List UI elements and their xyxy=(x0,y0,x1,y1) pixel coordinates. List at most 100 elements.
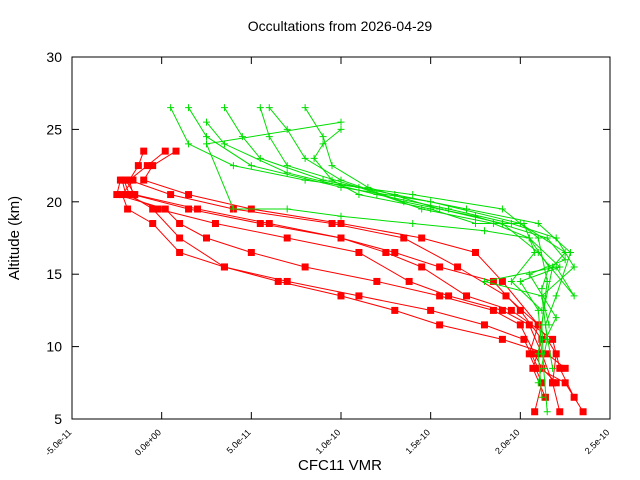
series-line xyxy=(170,107,548,412)
data-point xyxy=(203,118,210,126)
data-point xyxy=(124,205,132,213)
data-point xyxy=(149,220,157,228)
data-point xyxy=(498,335,506,343)
data-point xyxy=(538,335,546,343)
chart-title: Occultations from 2026-04-29 xyxy=(248,18,433,34)
series-line xyxy=(128,150,546,398)
series-line xyxy=(125,179,575,398)
data-point xyxy=(418,234,426,242)
y-tick-label: 20 xyxy=(46,194,62,210)
data-point xyxy=(463,205,471,213)
x-axis-label: CFC11 VMR xyxy=(298,457,382,474)
data-point xyxy=(116,176,124,184)
data-point xyxy=(552,379,560,387)
data-point xyxy=(409,191,417,199)
data-point xyxy=(161,147,169,155)
data-point xyxy=(113,191,121,199)
data-point xyxy=(498,205,506,213)
data-point xyxy=(125,176,133,184)
data-point xyxy=(220,263,228,271)
data-point xyxy=(203,234,210,242)
data-point xyxy=(185,140,193,148)
data-point xyxy=(328,162,336,170)
data-point xyxy=(534,364,542,372)
data-point xyxy=(556,408,564,416)
x-tick-label: 2.0e-10 xyxy=(493,427,522,456)
data-point xyxy=(283,277,291,285)
data-point xyxy=(391,248,399,256)
data-point xyxy=(134,162,142,170)
data-point xyxy=(570,292,578,300)
data-point xyxy=(301,104,309,112)
y-tick-label: 30 xyxy=(46,49,62,65)
data-point xyxy=(283,169,291,177)
data-point xyxy=(480,227,488,235)
plot-area xyxy=(113,104,587,416)
data-point xyxy=(337,212,345,220)
data-point xyxy=(436,292,444,300)
series-line xyxy=(206,121,575,383)
data-point xyxy=(283,162,291,170)
data-point xyxy=(301,154,309,162)
data-point xyxy=(543,234,551,242)
data-point xyxy=(154,205,162,213)
data-point xyxy=(463,292,471,300)
data-point xyxy=(552,292,560,300)
data-point xyxy=(516,321,524,329)
data-point xyxy=(140,147,148,155)
x-tick-label: 1.0e-10 xyxy=(314,427,343,456)
data-point xyxy=(149,205,157,213)
data-point xyxy=(543,408,551,416)
data-point xyxy=(149,162,157,170)
data-point xyxy=(561,256,569,264)
data-point xyxy=(131,191,139,199)
data-point xyxy=(525,321,533,329)
data-point xyxy=(561,364,569,372)
data-point xyxy=(337,234,345,242)
data-point xyxy=(507,277,515,285)
data-point xyxy=(238,133,246,141)
data-point xyxy=(301,176,309,184)
data-point xyxy=(552,263,560,271)
series-line xyxy=(223,107,572,369)
data-point xyxy=(265,133,273,141)
x-tick-label: -5.0e-11 xyxy=(43,427,73,457)
data-point xyxy=(561,379,569,387)
data-point xyxy=(194,205,202,213)
data-point xyxy=(549,379,557,387)
data-point xyxy=(579,408,587,416)
data-point xyxy=(301,263,309,271)
data-point xyxy=(552,314,560,322)
data-point xyxy=(140,176,148,184)
series-green xyxy=(167,104,578,416)
data-point xyxy=(534,220,542,228)
data-point xyxy=(538,350,546,358)
data-point xyxy=(538,292,546,300)
data-point xyxy=(556,364,564,372)
data-point xyxy=(167,191,175,199)
data-point xyxy=(185,205,193,213)
data-point xyxy=(534,321,542,329)
data-point xyxy=(418,263,426,271)
x-tick-label: 1.5e-10 xyxy=(403,427,432,456)
data-point xyxy=(256,154,264,162)
data-point xyxy=(427,306,435,314)
data-point xyxy=(480,321,488,329)
data-point xyxy=(382,248,390,256)
data-point xyxy=(567,248,575,256)
data-point xyxy=(319,133,327,141)
y-tick-label: 10 xyxy=(46,339,62,355)
data-point xyxy=(520,220,528,228)
data-point xyxy=(220,140,228,148)
data-point xyxy=(538,306,546,314)
data-point xyxy=(516,306,524,314)
data-point xyxy=(436,321,444,329)
data-point xyxy=(498,306,506,314)
data-point xyxy=(120,176,128,184)
data-point xyxy=(337,292,345,300)
data-point xyxy=(391,306,399,314)
data-point xyxy=(373,277,381,285)
ticks-layer: 5 10 15 20 25 30 -5.0e-11 0.0e+00 5.0e-11 1.0e-10… xyxy=(43,49,611,458)
data-point xyxy=(256,220,264,228)
